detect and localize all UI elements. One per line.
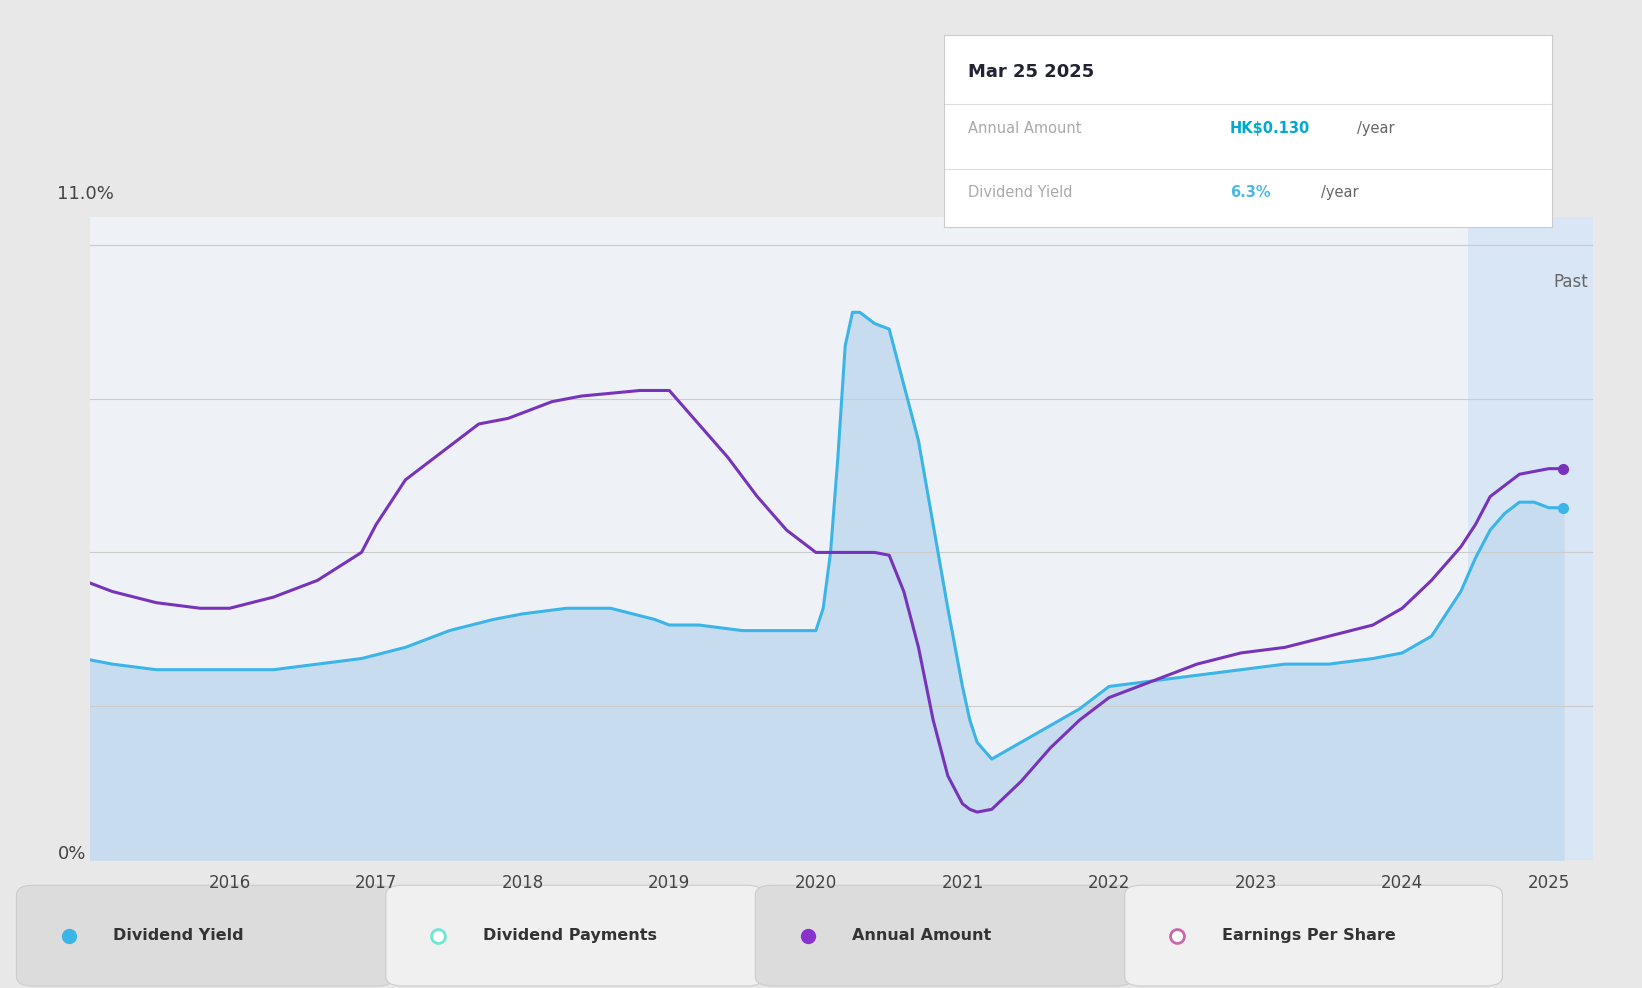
Text: 2025: 2025 [1527,874,1570,892]
Text: /year: /year [1320,185,1358,200]
FancyBboxPatch shape [386,885,764,986]
Text: Annual Amount: Annual Amount [852,928,992,944]
Text: 0%: 0% [57,845,85,863]
Text: /year: /year [1358,122,1396,136]
Text: Mar 25 2025: Mar 25 2025 [969,63,1095,81]
Text: Past: Past [1553,274,1588,291]
FancyBboxPatch shape [16,885,394,986]
Text: 2018: 2018 [501,874,544,892]
Text: Dividend Yield: Dividend Yield [113,928,245,944]
Text: 11.0%: 11.0% [57,185,115,203]
Text: 2022: 2022 [1089,874,1130,892]
Text: 2019: 2019 [649,874,690,892]
Text: 6.3%: 6.3% [1230,185,1271,200]
Text: 2017: 2017 [355,874,397,892]
Text: 2023: 2023 [1235,874,1277,892]
Text: Dividend Payments: Dividend Payments [483,928,657,944]
Text: 2020: 2020 [795,874,837,892]
Text: 2024: 2024 [1381,874,1424,892]
Bar [1468,217,1642,860]
Text: HK$0.130: HK$0.130 [1230,122,1310,136]
Text: 2021: 2021 [941,874,984,892]
FancyBboxPatch shape [1125,885,1502,986]
Text: Dividend Yield: Dividend Yield [969,185,1072,200]
Text: Earnings Per Share: Earnings Per Share [1222,928,1396,944]
Text: 2016: 2016 [209,874,251,892]
Text: Annual Amount: Annual Amount [969,122,1082,136]
FancyBboxPatch shape [755,885,1133,986]
